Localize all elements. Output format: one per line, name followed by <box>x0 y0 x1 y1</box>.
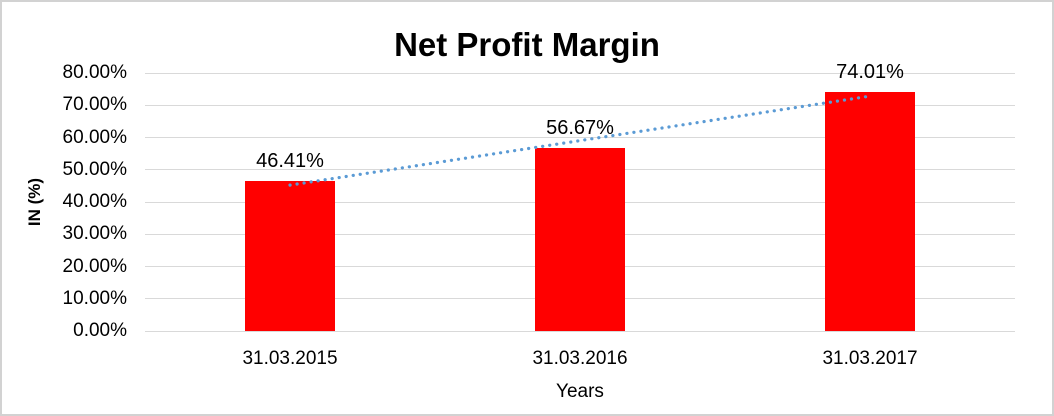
gridline <box>145 330 1015 332</box>
gridline <box>145 72 1015 74</box>
y-tick-label: 70.00% <box>62 94 127 116</box>
bar-data-label: 46.41% <box>256 150 324 173</box>
y-tick-label: 60.00% <box>62 126 127 148</box>
chart-title: Net Profit Margin <box>394 26 660 63</box>
y-tick-label: 30.00% <box>62 223 127 245</box>
y-tick-label: 20.00% <box>62 255 127 277</box>
trendline[interactable] <box>145 73 1015 331</box>
bar-data-label: 56.67% <box>546 117 614 140</box>
y-tick-label: 50.00% <box>62 158 127 180</box>
y-tick-label: 0.00% <box>73 320 127 341</box>
x-tick-label: 31.03.2015 <box>242 348 338 369</box>
trendline-path[interactable] <box>288 94 872 187</box>
bar-31.03.2017[interactable] <box>825 92 915 331</box>
y-tick-label: 80.00% <box>62 62 127 83</box>
x-axis-title: Years <box>556 381 604 402</box>
y-tick-label: 10.00% <box>62 287 127 309</box>
x-tick-label: 31.03.2017 <box>822 348 918 369</box>
bar-31.03.2016[interactable] <box>535 148 625 331</box>
x-tick-label: 31.03.2016 <box>532 348 628 369</box>
gridline <box>145 104 1015 106</box>
gridline <box>145 137 1015 138</box>
y-tick-label: 40.00% <box>62 191 127 212</box>
plot-area: 46.41% 56.67% 74.01% <box>145 62 1015 332</box>
bar-data-label: 74.01% <box>836 61 904 84</box>
bar-31.03.2015[interactable] <box>245 181 335 331</box>
